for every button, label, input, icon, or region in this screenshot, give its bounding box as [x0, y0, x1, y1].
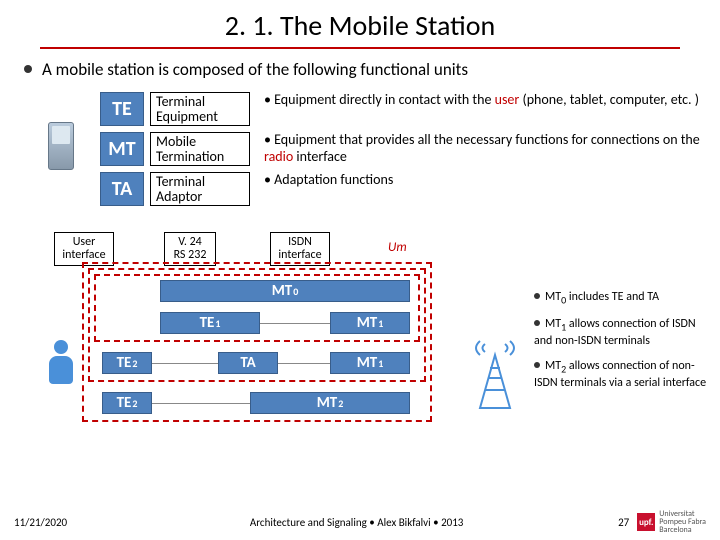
phone-icon [48, 122, 74, 170]
block-te2a: TE2 [102, 352, 152, 374]
block-te2b: TE2 [102, 392, 152, 414]
block-mt1a: MT1 [330, 312, 410, 334]
conn4 [152, 403, 250, 404]
abbr-ta: TA [100, 172, 144, 206]
full-mt: Mobile Termination [150, 132, 250, 166]
slide-title: 2. 1. The Mobile Station [0, 0, 720, 47]
abbr-te: TE [100, 92, 144, 126]
full-ta: Terminal Adaptor [150, 172, 250, 206]
footer-mid: Architecture and Signaling • Alex Bikfal… [114, 516, 599, 529]
desc-te: • Equipment directly in contact with the… [264, 92, 720, 109]
side-notes: MT0 includes TE and TA MT1 allows connec… [534, 290, 714, 401]
upf-text: UniversitatPompeu FabraBarcelona [659, 510, 706, 534]
note-mt0: MT0 includes TE and TA [534, 290, 714, 307]
conn3 [278, 363, 330, 364]
block-mt2: MT2 [250, 392, 410, 414]
full-te: Terminal Equipment [150, 92, 250, 126]
note-mt2: MT2 allows connection of non-ISDN termin… [534, 359, 714, 391]
footer-page: 27 [599, 516, 629, 529]
desc-mt: • Equipment that provides all the necess… [264, 132, 720, 166]
footer-logo: upf. UniversitatPompeu FabraBarcelona [637, 510, 706, 534]
definitions: TE Terminal Equipment • Equipment direct… [100, 92, 720, 206]
def-te: TE Terminal Equipment • Equipment direct… [100, 92, 720, 126]
def-mt: MT Mobile Termination • Equipment that p… [100, 132, 720, 166]
block-mt1b: MT1 [330, 352, 410, 374]
tower-icon [470, 340, 520, 410]
block-mt0: MT0 [160, 280, 410, 302]
desc-ta: • Adaptation functions [264, 172, 720, 189]
um-label: Um [388, 240, 407, 255]
def-ta: TA Terminal Adaptor • Adaptation functio… [100, 172, 720, 206]
abbr-mt: MT [100, 132, 144, 166]
conn2 [152, 363, 218, 364]
conn1 [260, 323, 330, 324]
footer-date: 11/21/2020 [14, 516, 114, 529]
footer: 11/21/2020 Architecture and Signaling • … [0, 510, 720, 534]
upf-shield-icon: upf. [637, 513, 655, 531]
note-mt1: MT1 allows connection of ISDN and non-IS… [534, 317, 714, 349]
person-icon [46, 340, 76, 400]
block-te1: TE1 [160, 312, 260, 334]
intro-text: A mobile station is composed of the foll… [0, 59, 720, 92]
block-ta: TA [218, 352, 278, 374]
title-underline [40, 47, 680, 49]
